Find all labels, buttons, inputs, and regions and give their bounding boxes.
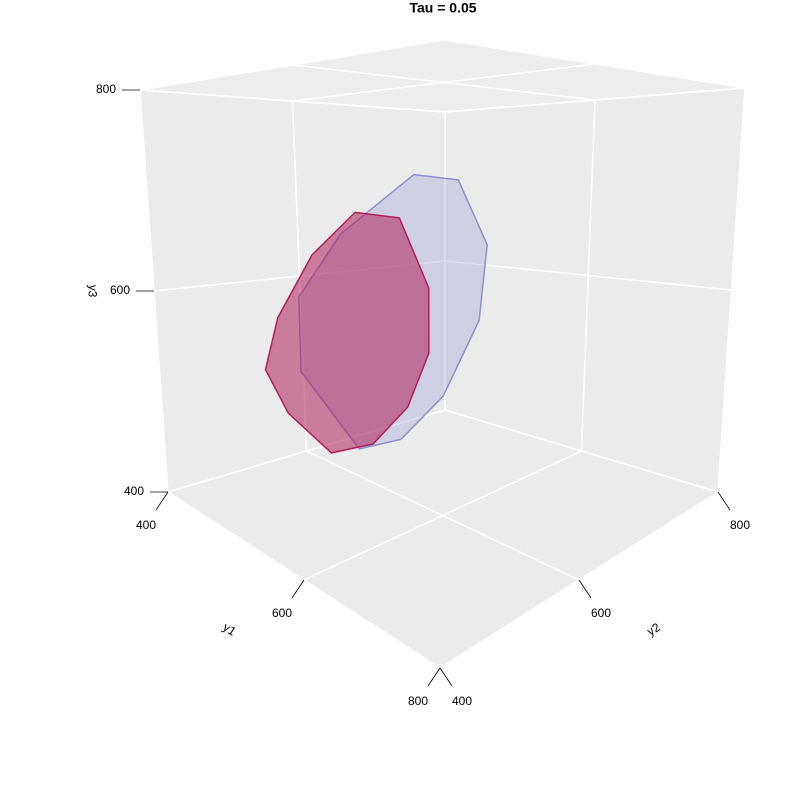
y-axis-label: y2 <box>644 620 663 639</box>
grid-line <box>306 450 580 581</box>
grid-line <box>139 39 446 91</box>
z-tick-label: 800 <box>96 82 116 96</box>
tick-mark <box>717 491 731 511</box>
y-tick-label: 600 <box>591 606 611 620</box>
x-tick-label: 400 <box>136 518 156 532</box>
region <box>264 211 430 454</box>
y-tick-label: 400 <box>452 694 472 708</box>
grid-line <box>444 87 746 113</box>
grid-line <box>444 260 732 291</box>
x-tick-label: 600 <box>272 606 292 620</box>
tick-mark <box>291 579 305 599</box>
grid-line <box>292 63 596 102</box>
x-axis-label: y1 <box>220 620 239 639</box>
y-tick-label: 800 <box>730 518 750 532</box>
z-tick-label: 400 <box>124 484 144 498</box>
z-tick-label: 600 <box>110 283 130 297</box>
z-axis-label: y3 <box>85 284 100 298</box>
tick-mark <box>427 667 441 687</box>
tick-mark <box>439 667 453 687</box>
x-tick-label: 800 <box>408 694 428 708</box>
grid-line <box>167 409 446 493</box>
tick-mark <box>578 579 592 599</box>
grid-line <box>444 409 719 493</box>
tick-mark <box>155 491 169 511</box>
chart-title: Tau = 0.05 <box>409 0 476 16</box>
grid-line <box>139 89 446 113</box>
